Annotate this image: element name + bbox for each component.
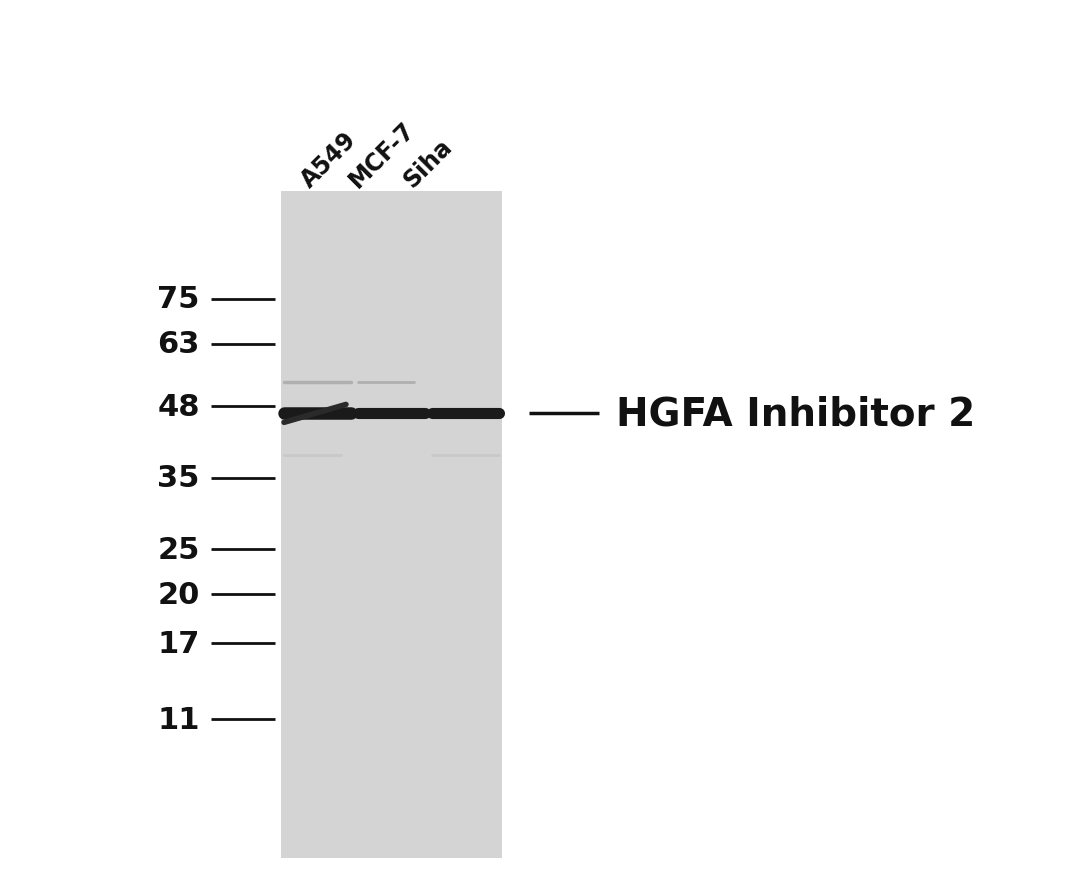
Text: 25: 25 bbox=[158, 536, 200, 564]
Text: 63: 63 bbox=[158, 330, 200, 358]
Bar bbox=[281, 192, 502, 858]
Text: 48: 48 bbox=[158, 392, 200, 421]
Text: 35: 35 bbox=[158, 464, 200, 493]
Text: 20: 20 bbox=[158, 580, 200, 609]
Text: 75: 75 bbox=[158, 285, 200, 314]
Text: 11: 11 bbox=[158, 705, 200, 734]
Text: HGFA Inhibitor 2: HGFA Inhibitor 2 bbox=[616, 395, 975, 433]
Text: A549: A549 bbox=[296, 128, 361, 192]
Text: MCF-7: MCF-7 bbox=[345, 117, 420, 192]
Text: 17: 17 bbox=[158, 629, 200, 658]
Text: Siha: Siha bbox=[399, 134, 457, 192]
